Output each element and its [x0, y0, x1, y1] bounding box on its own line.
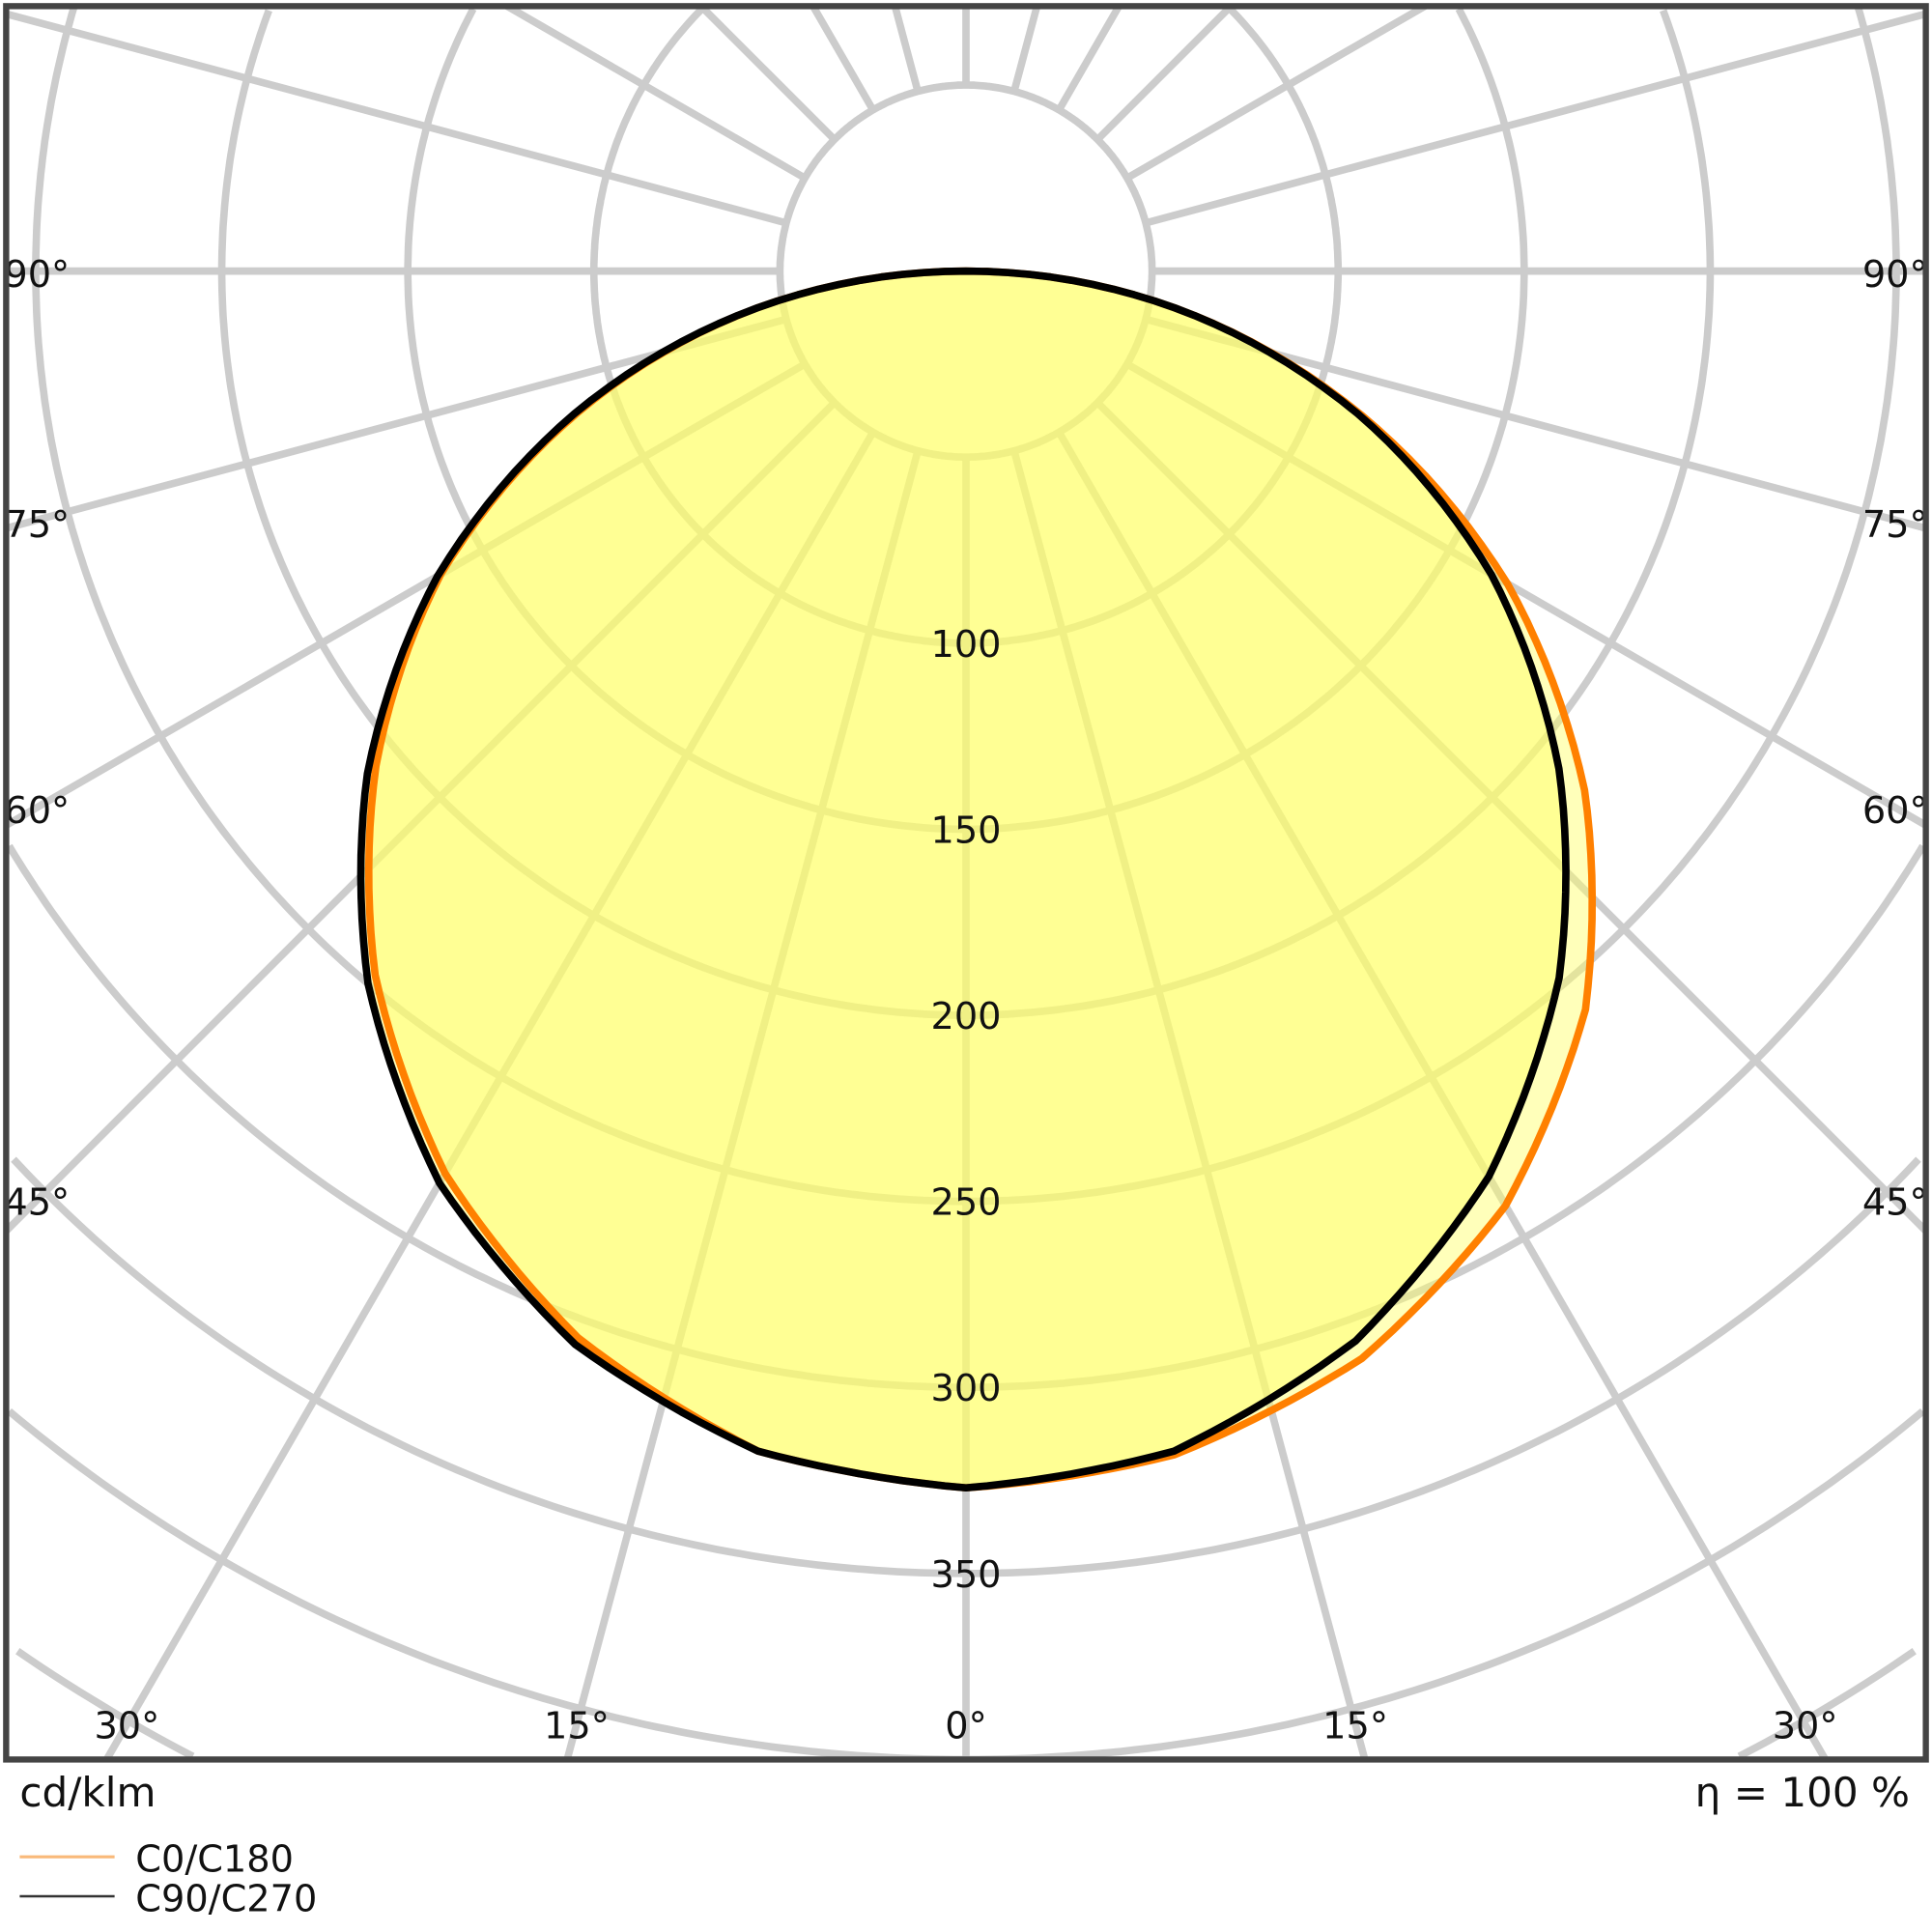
grid-spoke-120 — [1124, 6, 1427, 182]
angle-label-left: 60° — [4, 789, 70, 833]
radial-tick-label-200: 200 — [930, 995, 1001, 1038]
radial-tick-label-350: 350 — [930, 1553, 1001, 1597]
grid-spoke-15 — [1010, 449, 1369, 1760]
grid-spoke-225 — [698, 6, 838, 143]
polar-grid — [6, 6, 1926, 1760]
radial-tick-labels: 100 150 200 250 300 350 — [930, 623, 1001, 1597]
radial-tick-label-150: 150 — [930, 809, 1001, 852]
angle-label-left: 45° — [4, 1181, 70, 1225]
grid-spoke-315 — [6, 400, 838, 1234]
radial-tick-label-300: 300 — [930, 1367, 1001, 1410]
grid-spoke-345 — [563, 449, 922, 1760]
grid-spoke-45 — [1094, 400, 1926, 1234]
unit-label: cd/klm — [19, 1769, 156, 1816]
angle-label-left: 75° — [4, 503, 70, 547]
grid-spoke-210 — [810, 6, 877, 112]
grid-spoke-330 — [103, 430, 877, 1760]
grid-ring-400 — [7, 1408, 1925, 1760]
grid-spoke-60 — [1124, 360, 1926, 829]
grid-spoke-165 — [1010, 6, 1041, 93]
series-line-c90-c270 — [356, 267, 1570, 1492]
angle-labels: 90° 75° 60° 45° 90° 75° 60° 45° 30° 15° 0° 15° 30° — [4, 253, 1927, 1748]
angle-label-right: 90° — [1862, 253, 1928, 297]
plot-frame — [3, 3, 1929, 1763]
grid-ring-200 — [217, 9, 1715, 1019]
angle-label-bottom: 15° — [544, 1705, 610, 1748]
angle-label-left: 90° — [4, 253, 70, 297]
legend-label-c0-c180: C0/C180 — [135, 1837, 294, 1881]
fill-c90-c270 — [360, 270, 1567, 1489]
legend-label-c90-c270: C90/C270 — [135, 1877, 317, 1920]
angle-label-right: 75° — [1862, 503, 1928, 547]
angle-label-bottom: 0° — [945, 1705, 986, 1748]
radial-tick-label-250: 250 — [930, 1181, 1001, 1225]
grid-spoke-30 — [1055, 430, 1829, 1760]
angle-label-right: 45° — [1862, 1181, 1928, 1225]
grid-spoke-105 — [1145, 10, 1926, 227]
grid-ring-150 — [404, 7, 1528, 834]
intensity-curves — [356, 267, 1597, 1492]
efficiency-label: η = 100 % — [1695, 1769, 1910, 1816]
grid-ring-300 — [6, 843, 1926, 1392]
angle-label-bottom: 30° — [1773, 1705, 1838, 1748]
grid-spoke-300 — [6, 360, 808, 829]
fill-c0-c180 — [368, 270, 1593, 1489]
grid-spoke-195 — [891, 6, 922, 93]
radial-tick-label-100: 100 — [930, 623, 1001, 667]
grid-spoke-150 — [1055, 6, 1122, 112]
grid-ring-450 — [15, 1648, 1917, 1760]
grid-ring-250 — [32, 6, 1900, 1206]
grid-spoke-135 — [1094, 6, 1234, 143]
grid-spoke-255 — [6, 10, 787, 227]
grid-ring-100 — [589, 6, 1343, 647]
angle-label-right: 60° — [1862, 789, 1928, 833]
grid-ring-350 — [11, 1156, 1921, 1577]
grid-spoke-240 — [505, 6, 808, 182]
angle-label-bottom: 30° — [94, 1705, 159, 1748]
legend: C0/C180 C90/C270 — [19, 1837, 317, 1920]
angle-label-bottom: 15° — [1322, 1705, 1388, 1748]
